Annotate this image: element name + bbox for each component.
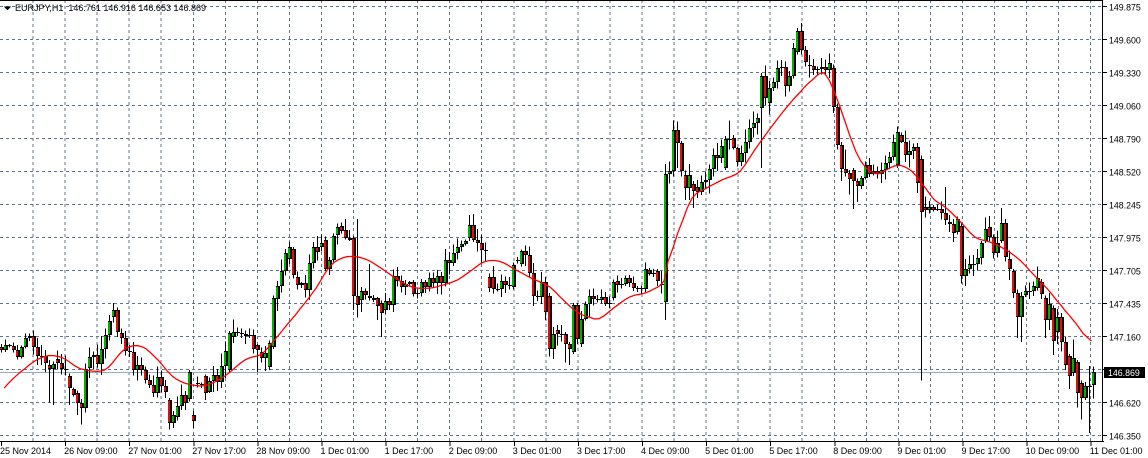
- svg-text:3 Dec 01:00: 3 Dec 01:00: [513, 446, 562, 456]
- svg-text:147.975: 147.975: [1109, 234, 1141, 244]
- svg-text:5 Dec 17:00: 5 Dec 17:00: [769, 446, 818, 456]
- svg-text:28 Nov 09:00: 28 Nov 09:00: [256, 446, 310, 456]
- svg-text:146.620: 146.620: [1109, 399, 1141, 409]
- svg-text:149.060: 149.060: [1109, 102, 1141, 112]
- svg-text:148.520: 148.520: [1109, 168, 1141, 178]
- svg-text:147.705: 147.705: [1109, 267, 1141, 277]
- svg-text:149.875: 149.875: [1109, 3, 1141, 13]
- svg-text:3 Dec 17:00: 3 Dec 17:00: [577, 446, 626, 456]
- svg-text:146.869: 146.869: [1108, 368, 1140, 378]
- svg-text:149.330: 149.330: [1109, 69, 1141, 79]
- svg-text:149.600: 149.600: [1109, 36, 1141, 46]
- svg-text:8 Dec 09:00: 8 Dec 09:00: [833, 446, 882, 456]
- svg-text:147.435: 147.435: [1109, 300, 1141, 310]
- svg-text:10 Dec 09:00: 10 Dec 09:00: [1026, 446, 1080, 456]
- svg-text:148.245: 148.245: [1109, 201, 1141, 211]
- svg-text:4 Dec 09:00: 4 Dec 09:00: [641, 446, 690, 456]
- svg-text:146.350: 146.350: [1109, 432, 1141, 442]
- svg-text:27 Nov 01:00: 27 Nov 01:00: [128, 446, 182, 456]
- svg-text:147.160: 147.160: [1109, 333, 1141, 343]
- svg-text:26 Nov 09:00: 26 Nov 09:00: [64, 446, 118, 456]
- svg-text:27 Nov 17:00: 27 Nov 17:00: [192, 446, 246, 456]
- svg-text:5 Dec 01:00: 5 Dec 01:00: [705, 446, 754, 456]
- svg-text:148.790: 148.790: [1109, 135, 1141, 145]
- svg-text:2 Dec 09:00: 2 Dec 09:00: [449, 446, 498, 456]
- svg-text:9 Dec 01:00: 9 Dec 01:00: [897, 446, 946, 456]
- svg-text:25 Nov 2014: 25 Nov 2014: [0, 446, 51, 456]
- svg-text:1 Dec 17:00: 1 Dec 17:00: [385, 446, 434, 456]
- svg-text:9 Dec 17:00: 9 Dec 17:00: [962, 446, 1011, 456]
- svg-text:EURJPY,H1 146.761 146.916 146: EURJPY,H1 146.761 146.916 146.653 146.86…: [15, 3, 206, 13]
- svg-text:11 Dec 01:00: 11 Dec 01:00: [1090, 446, 1143, 456]
- svg-text:1 Dec 01:00: 1 Dec 01:00: [321, 446, 370, 456]
